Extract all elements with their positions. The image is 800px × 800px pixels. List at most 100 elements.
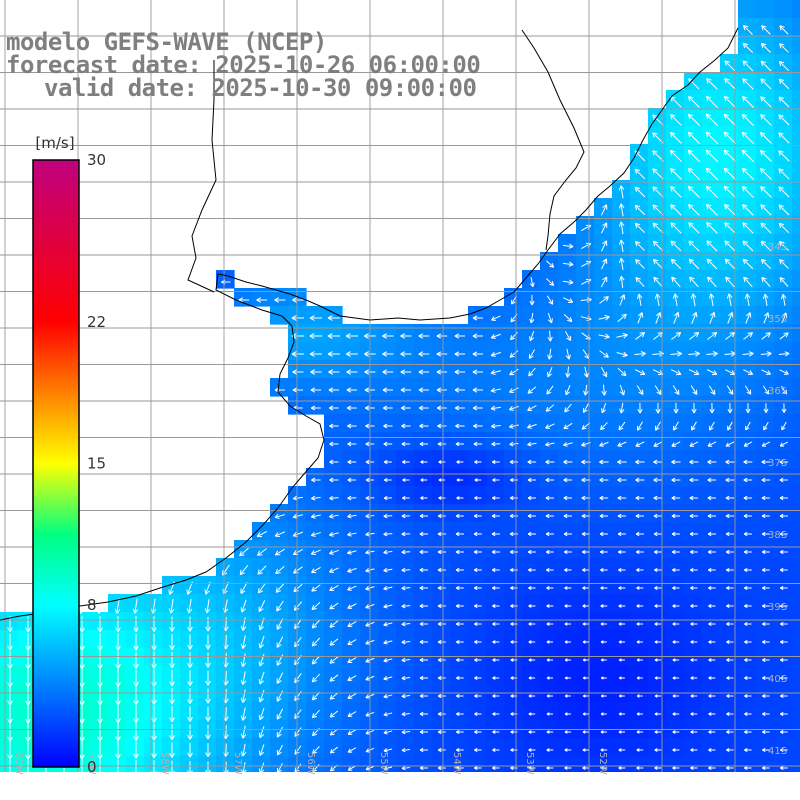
wind-arrow (600, 586, 608, 590)
wind-arrow (780, 729, 788, 735)
speed-cell (702, 342, 721, 361)
speed-cell (738, 756, 757, 772)
speed-cell (792, 72, 800, 91)
wind-arrow (258, 653, 265, 667)
wind-arrow (762, 693, 770, 699)
wind-arrow (779, 459, 789, 465)
speed-cell (18, 612, 37, 631)
wind-arrow (565, 366, 571, 378)
wind-arrow (474, 694, 482, 698)
wind-arrow (744, 712, 752, 716)
wind-arrow (419, 513, 428, 519)
lon-label: 52W (597, 752, 608, 775)
speed-cell (630, 198, 649, 217)
speed-cell (594, 414, 613, 433)
speed-cell (702, 486, 721, 505)
wind-arrow (528, 712, 536, 716)
wind-arrow (599, 495, 609, 501)
wind-arrow (528, 766, 536, 770)
speed-cell (648, 378, 667, 397)
wind-arrow (600, 676, 607, 680)
speed-cell (738, 540, 757, 559)
speed-cell (414, 576, 433, 595)
wind-arrow (276, 726, 284, 738)
wind-arrow (724, 240, 736, 252)
wind-arrow (187, 670, 193, 686)
speed-cell (612, 432, 631, 451)
speed-cell (18, 630, 37, 649)
speed-cell (666, 252, 685, 271)
wind-arrow (492, 459, 500, 465)
speed-cell (756, 144, 775, 163)
speed-cell (630, 594, 649, 613)
speed-cell (360, 594, 379, 613)
speed-cell (486, 342, 505, 361)
wind-arrow (687, 167, 701, 181)
wind-arrow (401, 549, 411, 555)
wind-arrow (276, 744, 283, 756)
wind-arrow (151, 616, 157, 632)
speed-cell (468, 450, 487, 469)
speed-cell (666, 702, 685, 721)
wind-arrow (7, 704, 13, 724)
wind-arrow (436, 351, 448, 357)
speed-cell (342, 576, 361, 595)
speed-cell (738, 126, 757, 145)
speed-cell (216, 738, 235, 757)
wind-arrow (438, 460, 446, 464)
speed-cell (342, 522, 361, 541)
speed-cell (774, 450, 793, 469)
speed-cell (180, 648, 199, 667)
wind-arrow (778, 240, 789, 251)
speed-cell (774, 648, 793, 667)
wind-arrow (99, 759, 101, 772)
wind-arrow (205, 724, 211, 740)
speed-cell (360, 324, 379, 343)
speed-cell (414, 360, 433, 379)
speed-cell (738, 468, 757, 487)
wind-arrow (472, 369, 484, 375)
speed-cell (432, 756, 451, 772)
wind-arrow (761, 531, 770, 537)
wind-arrow (743, 369, 754, 375)
wind-arrow (743, 549, 752, 555)
speed-cell (378, 378, 397, 397)
speed-cell (252, 738, 271, 757)
speed-cell (702, 162, 721, 181)
speed-cell (648, 450, 667, 469)
wind-arrow (564, 604, 572, 608)
speed-cell (198, 648, 217, 667)
lat-label: 34S (768, 242, 787, 253)
wind-arrow (291, 333, 305, 339)
wind-arrow (598, 333, 610, 340)
speed-cell (720, 90, 739, 109)
speed-cell (756, 36, 775, 55)
wind-arrow (79, 651, 85, 670)
wind-arrow (708, 766, 716, 770)
speed-cell (450, 630, 469, 649)
speed-cell (738, 702, 757, 721)
speed-cell (360, 432, 379, 451)
wind-arrow (151, 687, 157, 705)
speed-cell (630, 630, 649, 649)
speed-cell (522, 432, 541, 451)
wind-arrow (187, 706, 193, 722)
wind-arrow (760, 132, 772, 144)
speed-cell (648, 234, 667, 253)
wind-arrow (347, 531, 357, 537)
wind-arrow (672, 658, 680, 662)
speed-cell (450, 378, 469, 397)
wind-arrow (204, 599, 211, 614)
wind-arrow (779, 477, 789, 483)
speed-cell (702, 540, 721, 559)
speed-cell (648, 486, 667, 505)
speed-cell (360, 576, 379, 595)
wind-arrow (652, 204, 664, 216)
wind-arrow (780, 711, 788, 717)
wind-arrow (187, 724, 193, 740)
wind-arrow (205, 761, 211, 772)
speed-cell (540, 522, 559, 541)
speed-cell (666, 378, 685, 397)
speed-cell (630, 324, 649, 343)
wind-arrow (329, 513, 339, 519)
